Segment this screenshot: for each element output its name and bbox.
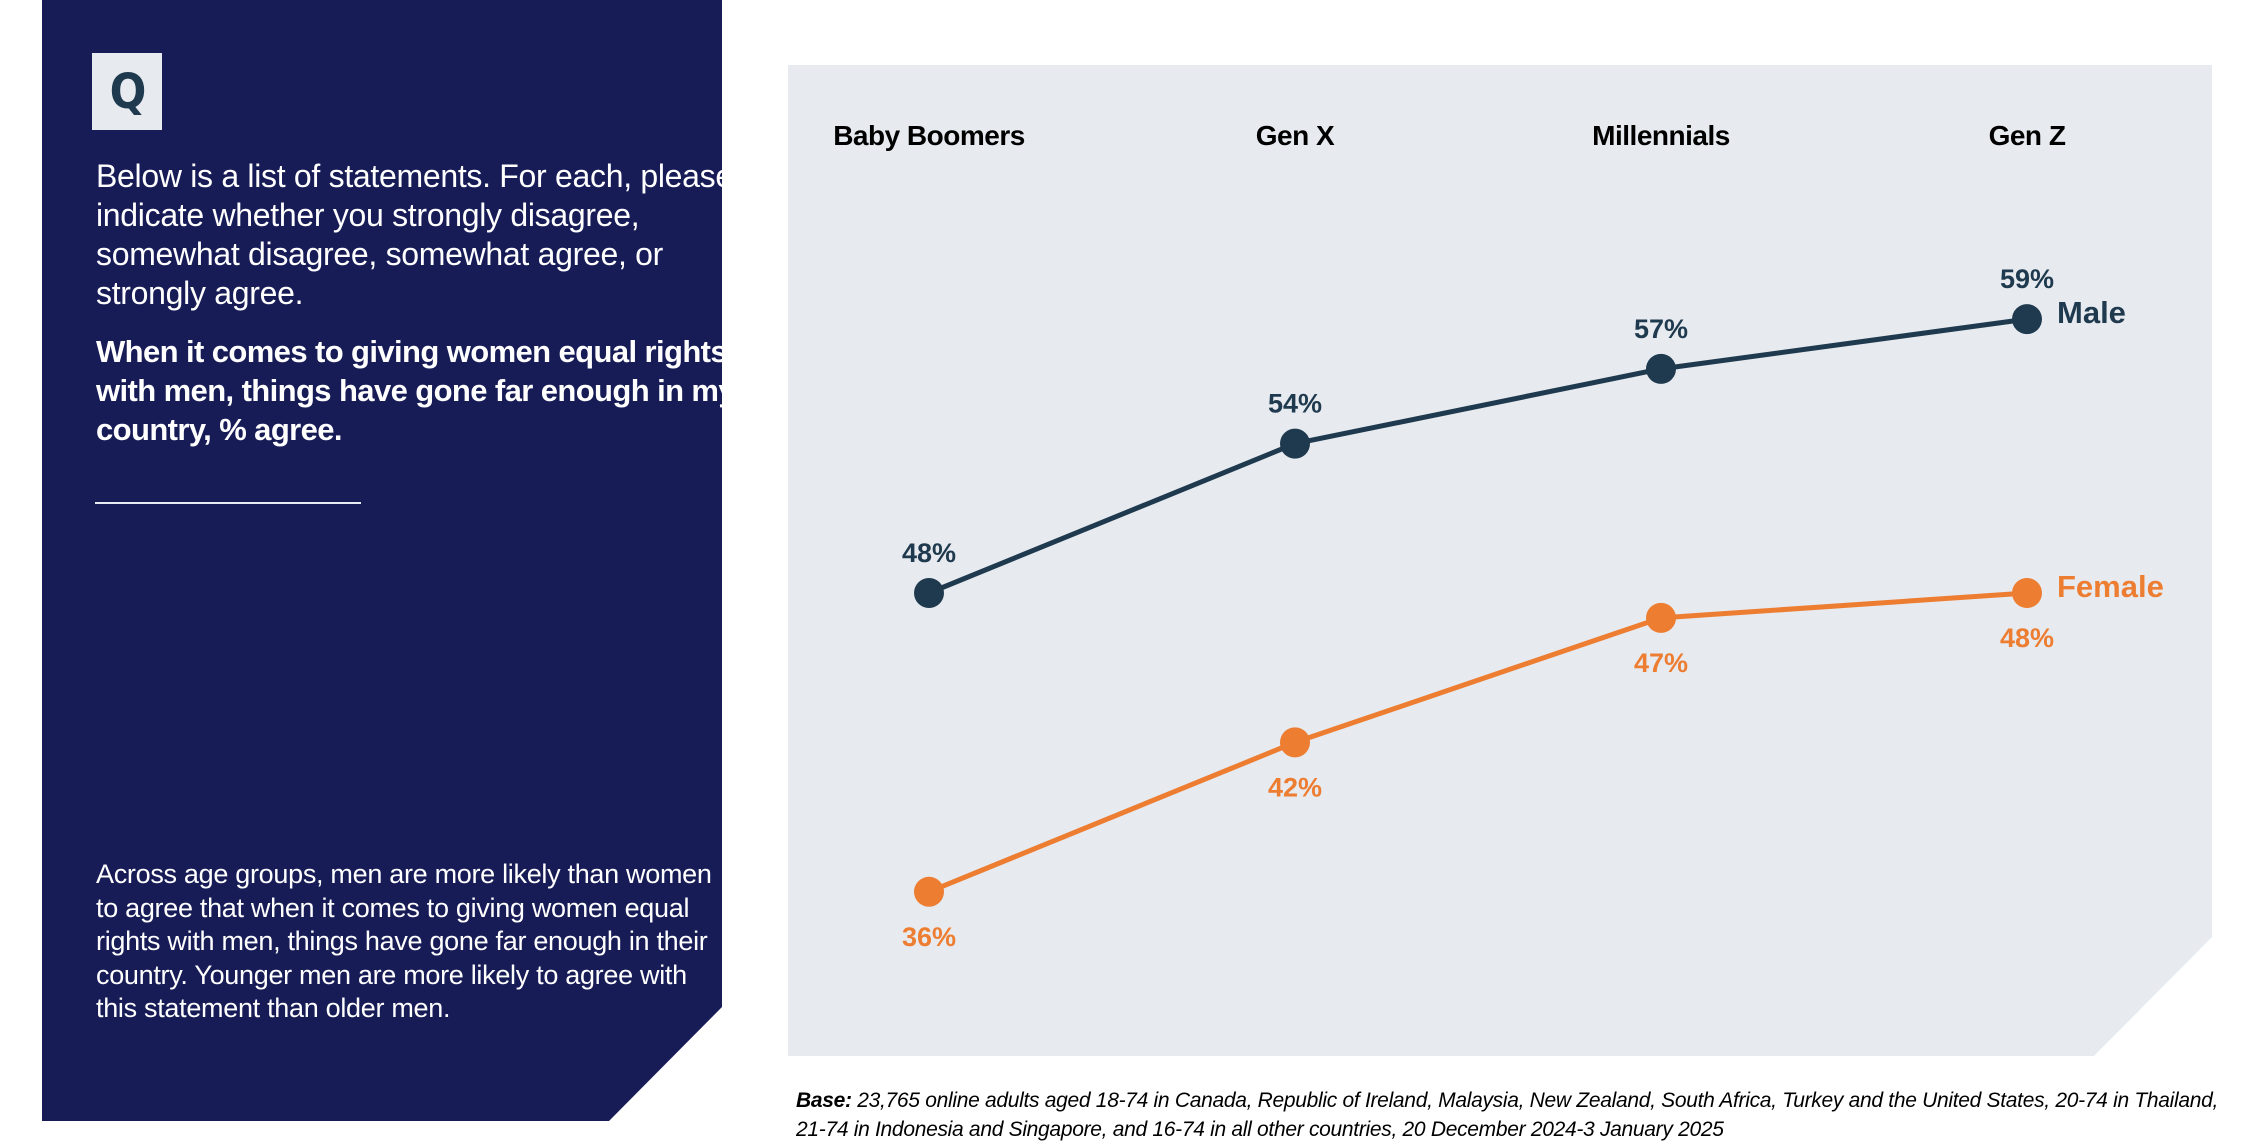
data-point-male [1646,353,1676,384]
series-line-male [928,316,2028,596]
category-label: Gen Z [1989,120,2066,151]
series-label-female: Female [2057,569,2164,604]
data-point-female [2012,578,2042,608]
category-label: Millennials [1592,120,1730,151]
series-label-male: Male [2057,295,2126,330]
question-panel: Q Below is a list of statements. For eac… [42,0,722,1121]
series-line-female [928,590,2028,895]
category-label: Gen X [1256,120,1335,151]
data-label-female: 36% [902,922,956,952]
divider [95,502,361,504]
data-point-male [1280,428,1310,459]
footnote-text: 23,765 online adults aged 18-74 in Canad… [796,1089,2219,1141]
data-point-female [1646,602,1676,633]
statement-text: When it comes to giving women equal righ… [96,334,736,447]
data-label-female: 42% [1268,772,1322,802]
chart-panel: Baby Boomers Gen X Millennials Gen Z 48% 54% 5… [788,65,2212,1056]
summary-text: Across age groups, men are more likely t… [96,859,712,1024]
data-label-female: 47% [1634,648,1688,678]
data-label-female: 48% [2000,623,2054,653]
base-footnote: Base: 23,765 online adults aged 18-74 in… [796,1086,2236,1144]
data-point-female [1280,727,1310,758]
data-label-male: 54% [1268,389,1322,419]
data-label-male: 48% [902,538,956,568]
data-label-male: 57% [1634,314,1688,344]
data-point-female [914,876,944,907]
data-label-male: 59% [2000,264,2054,294]
footnote-label: Base: [796,1089,852,1112]
data-point-male [914,578,944,608]
data-point-male [2012,304,2042,335]
question-text: Below is a list of statements. For each,… [96,158,733,311]
category-label: Baby Boomers [833,120,1025,151]
line-chart: Baby Boomers Gen X Millennials Gen Z 48% 54% 5… [833,120,2164,952]
question-badge-icon: Q [92,53,162,130]
